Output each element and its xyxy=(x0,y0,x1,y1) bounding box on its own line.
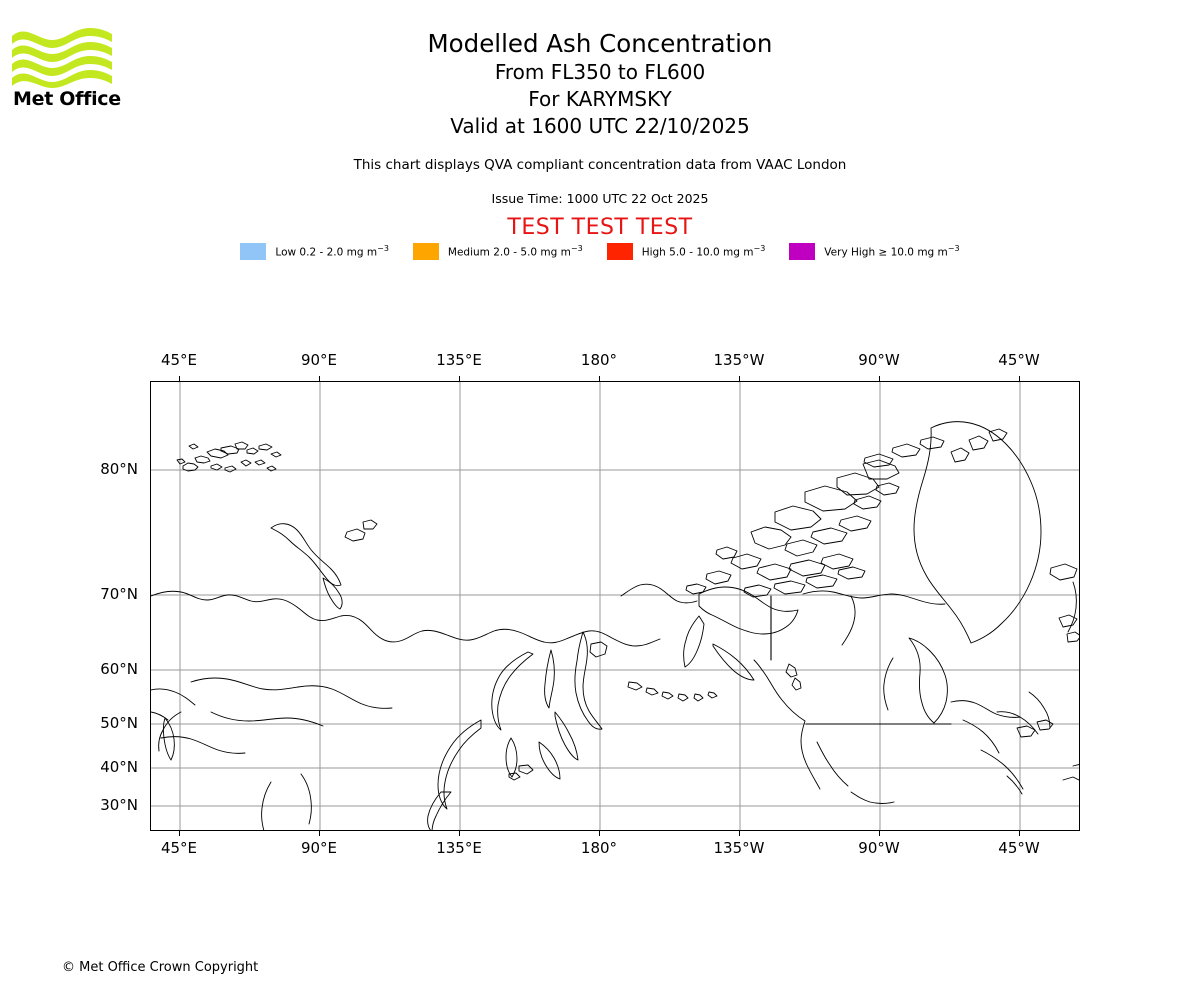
concentration-legend: Low 0.2 - 2.0 mg m−3 Medium 2.0 - 5.0 mg … xyxy=(0,243,1200,260)
graticule-gridlines xyxy=(151,382,1079,830)
legend-low-swatch xyxy=(240,243,267,260)
lon-tick-top-3 xyxy=(599,376,600,381)
lon-tick-top-1 xyxy=(319,376,320,381)
lon-label-top-2: 135°E xyxy=(436,351,482,369)
issue-time: Issue Time: 1000 UTC 22 Oct 2025 xyxy=(491,191,709,206)
lon-label-top-6: 45°W xyxy=(998,351,1040,369)
legend-medium: Medium 2.0 - 5.0 mg m−3 xyxy=(412,243,583,260)
lon-tick-bottom-6 xyxy=(1019,831,1020,836)
lon-label-bottom-6: 45°W xyxy=(998,839,1040,857)
lon-label-bottom-5: 90°W xyxy=(858,839,900,857)
lon-label-top-1: 90°E xyxy=(300,351,338,369)
lon-tick-bottom-0 xyxy=(179,831,180,836)
lat-label-2: 60°N xyxy=(100,660,138,678)
lon-tick-bottom-1 xyxy=(319,831,320,836)
legend-medium-exponent: −3 xyxy=(570,244,583,254)
lat-label-0: 80°N xyxy=(100,460,138,478)
legend-very-high-exponent: −3 xyxy=(947,244,960,254)
legend-medium-label: Medium 2.0 - 5.0 mg m−3 xyxy=(447,244,583,259)
lon-tick-top-5 xyxy=(879,376,880,381)
map-frame xyxy=(150,381,1080,831)
lon-tick-top-2 xyxy=(459,376,460,381)
lon-tick-top-4 xyxy=(739,376,740,381)
legend-high-label: High 5.0 - 10.0 mg m−3 xyxy=(641,244,766,259)
lat-label-3: 50°N xyxy=(100,714,138,732)
lon-tick-bottom-5 xyxy=(879,831,880,836)
lon-tick-top-6 xyxy=(1019,376,1020,381)
lon-label-bottom-3: 180° xyxy=(580,839,618,857)
volcano-name: For KARYMSKY xyxy=(528,87,672,111)
legend-very-high-swatch xyxy=(789,243,816,260)
coastline-outlines xyxy=(151,421,1079,830)
lon-label-top-0: 45°E xyxy=(160,351,198,369)
page-title: Modelled Ash Concentration xyxy=(427,29,773,58)
map-canvas xyxy=(151,382,1079,830)
qva-strapline: This chart displays QVA compliant concen… xyxy=(353,157,847,173)
legend-very-high-label: Very High ≥ 10.0 mg m−3 xyxy=(824,244,960,259)
test-banner: TEST TEST TEST xyxy=(507,215,693,240)
legend-low-exponent: −3 xyxy=(377,244,389,254)
lon-label-top-4: 135°W xyxy=(713,351,765,369)
lat-label-4: 40°N xyxy=(100,758,138,776)
lat-label-5: 30°N xyxy=(100,796,138,814)
lat-label-1: 70°N xyxy=(100,585,138,603)
lon-tick-bottom-3 xyxy=(599,831,600,836)
legend-low: Low 0.2 - 2.0 mg m−3 xyxy=(240,243,389,260)
met-office-wave-mark xyxy=(12,28,112,88)
legend-high-swatch xyxy=(606,243,633,260)
lon-tick-bottom-4 xyxy=(739,831,740,836)
lon-label-top-5: 90°W xyxy=(858,351,900,369)
chart-header: Modelled Ash Concentration From FL350 to… xyxy=(0,28,1200,140)
legend-low-label: Low 0.2 - 2.0 mg m−3 xyxy=(275,244,389,259)
map-container[interactable]: 45°E 45°E 90°E 90°E 135°E 135°E 180° 180° 135°W 1… xyxy=(100,351,1080,857)
legend-very-high: Very High ≥ 10.0 mg m−3 xyxy=(789,243,960,260)
valid-time: Valid at 1600 UTC 22/10/2025 xyxy=(450,114,750,138)
lon-label-top-3: 180° xyxy=(580,351,618,369)
legend-high: High 5.0 - 10.0 mg m−3 xyxy=(606,243,766,260)
lon-label-bottom-1: 90°E xyxy=(300,839,338,857)
lon-tick-bottom-2 xyxy=(459,831,460,836)
lon-label-bottom-0: 45°E xyxy=(160,839,198,857)
legend-high-exponent: −3 xyxy=(753,244,766,254)
flight-level-range: From FL350 to FL600 xyxy=(494,60,706,84)
lon-label-bottom-2: 135°E xyxy=(436,839,482,857)
legend-medium-swatch xyxy=(412,243,439,260)
lon-label-bottom-4: 135°W xyxy=(713,839,765,857)
copyright-notice: © Met Office Crown Copyright xyxy=(62,960,259,975)
met-office-logo xyxy=(12,26,112,116)
lon-tick-top-0 xyxy=(179,376,180,381)
met-office-wordmark: Met Office xyxy=(13,88,121,110)
